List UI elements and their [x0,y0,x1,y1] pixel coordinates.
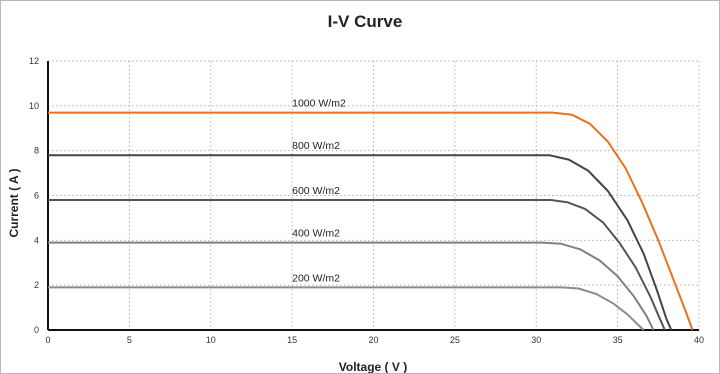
x-tick-label: 20 [368,335,378,345]
y-tick-label: 10 [29,101,39,111]
series-label: 400 W/m2 [292,228,340,240]
y-tick-label: 0 [34,325,39,335]
y-tick-label: 6 [34,191,39,201]
series-label: 1000 W/m2 [292,98,346,110]
tick-labels: 0 5 10 15 20 25 30 35 40 0 2 4 6 8 10 12 [29,56,704,345]
series-line [48,111,694,331]
grid-lines [48,60,700,330]
series-label: 200 W/m2 [292,272,340,284]
series-line [48,199,666,331]
y-tick-label: 8 [34,146,39,156]
axes [47,61,699,331]
y-tick-label: 12 [29,56,39,66]
y-tick-label: 2 [34,280,39,290]
series-line [48,286,645,331]
series-group [48,111,694,331]
x-tick-label: 30 [531,335,541,345]
x-tick-label: 25 [450,335,460,345]
series-line [48,154,673,331]
series-label: 800 W/m2 [292,140,340,152]
y-axis-title: Current ( A ) [7,168,21,237]
x-axis-title: Voltage ( V ) [339,360,407,373]
series-labels: 1000 W/m2 800 W/m2 600 W/m2 400 W/m2 200 W/m… [292,98,346,285]
y-tick-label: 4 [34,235,39,245]
x-tick-label: 40 [694,335,704,345]
x-tick-label: 15 [287,335,297,345]
x-tick-label: 0 [45,335,50,345]
chart-title: I-V Curve [328,12,403,31]
x-tick-label: 35 [613,335,623,345]
x-tick-label: 5 [127,335,132,345]
x-tick-label: 10 [206,335,216,345]
series-label: 600 W/m2 [292,185,340,197]
series-line [48,241,655,331]
